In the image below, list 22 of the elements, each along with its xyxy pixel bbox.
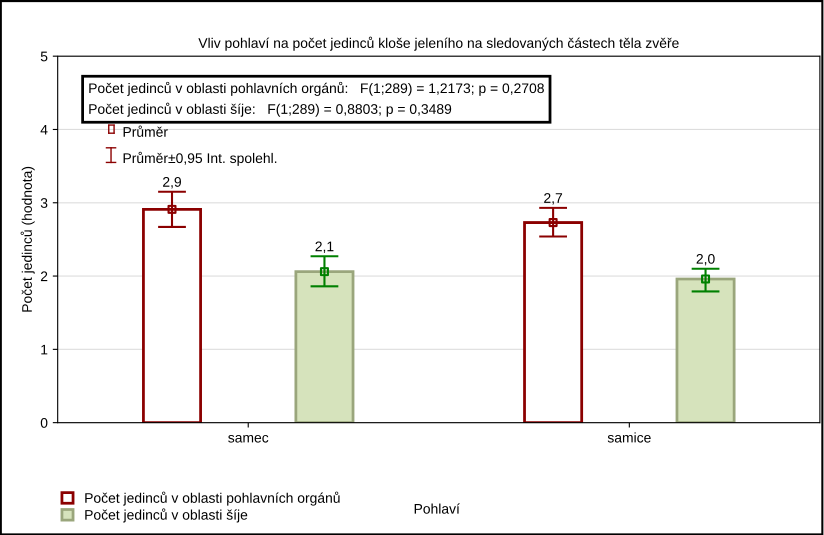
bar <box>676 278 736 423</box>
y-tick-label: 5 <box>40 52 48 62</box>
y-axis-title: Počet jedinců (hodnota) <box>20 166 35 312</box>
x-tick-label: samice <box>608 432 651 443</box>
bar <box>294 270 354 423</box>
data-label: 2,0 <box>696 254 715 266</box>
x-axis-title: Pohlaví <box>414 503 460 514</box>
x-tick-label: samec <box>228 434 268 443</box>
y-tick-label: 1 <box>41 344 48 354</box>
legend-label: Počet jedinců v oblasti šíje <box>85 508 248 522</box>
data-label: 2,7 <box>544 193 562 205</box>
y-tick-label: 0 <box>40 418 48 428</box>
y-tick-label: 3 <box>40 198 48 208</box>
annotation: Průměr <box>124 126 168 137</box>
chart-title: Vliv pohlaví na počet jedinců kloše jeleního na sledovaných částech těla zvěře <box>198 36 679 51</box>
y-tick-label: 2 <box>40 271 48 282</box>
y-tick-label: 4 <box>40 124 48 135</box>
annotation: Počet jedinců v oblasti pohlavních orgánů: F(1;289) = 1,2173; p = 0,2708 Počet jedinců v oblasti šíje: F(1;289) = 0,8803; p = 0,3489 <box>89 82 544 117</box>
data-label: 2,9 <box>163 176 182 188</box>
data-label: 2,1 <box>315 241 334 253</box>
annotation: Průměr±0,95 Int. spolehl. <box>124 152 276 166</box>
legend-label: Počet jedinců v oblasti pohlavních orgánů <box>85 492 340 506</box>
